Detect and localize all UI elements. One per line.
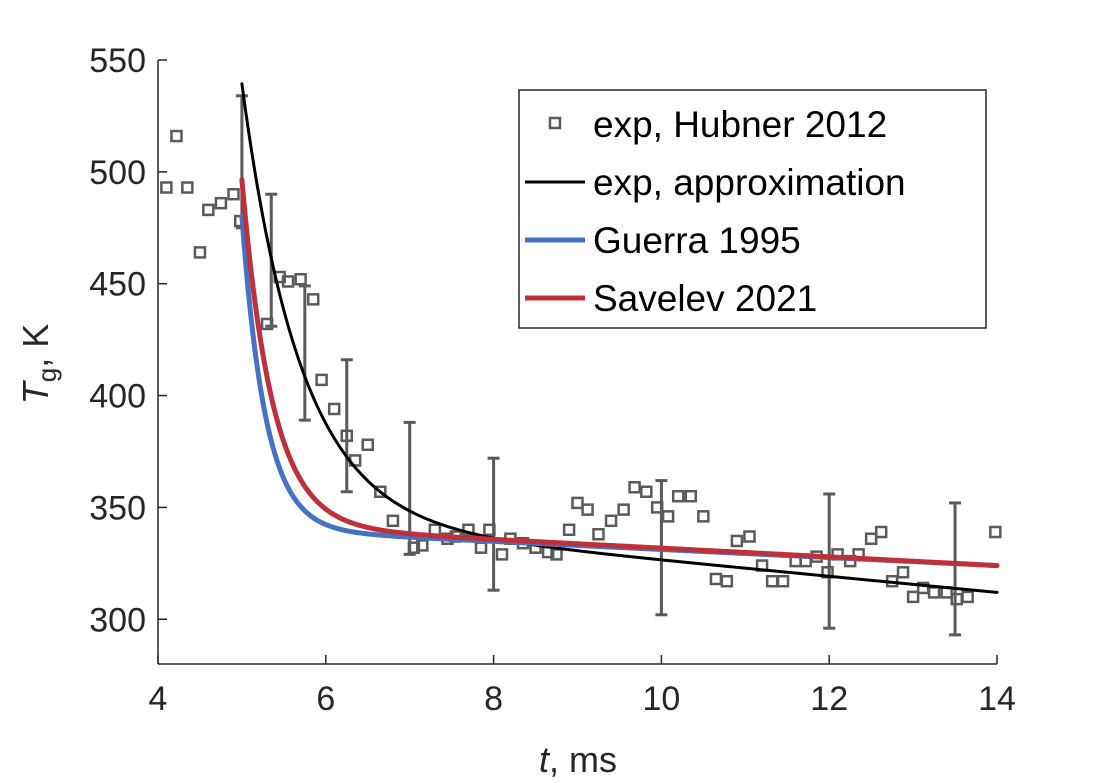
- data-point: [743, 530, 756, 543]
- x-axis-title: t, ms: [539, 739, 617, 780]
- data-point: [416, 539, 429, 552]
- data-point: [581, 503, 594, 516]
- legend-marker-square: [548, 116, 562, 130]
- data-point: [961, 590, 974, 604]
- data-point: [495, 548, 509, 561]
- error-bar: [823, 492, 836, 630]
- data-point: [640, 485, 653, 498]
- legend-item-savelev-2021: Savelev 2021: [525, 278, 817, 319]
- data-point: [864, 532, 878, 545]
- legend-item-guerra-1995: Guerra 1995: [525, 220, 801, 261]
- y-tick-label: 500: [89, 154, 146, 192]
- legend-box: [518, 89, 987, 329]
- tick-labels: 300 350 400 450 500 550 4 6 8 10 12 14: [89, 42, 1016, 718]
- data-point: [407, 541, 421, 554]
- y-axis-variable: T: [15, 379, 56, 404]
- x-tick-label: 14: [978, 680, 1016, 718]
- data-point: [474, 541, 488, 554]
- data-point: [896, 566, 910, 579]
- data-point: [765, 574, 779, 588]
- data-point: [604, 514, 618, 528]
- x-tick-label: 12: [810, 680, 848, 718]
- legend-item-exp-hubner-2012: exp, Hubner 2012: [548, 104, 887, 145]
- legend-label: exp, Hubner 2012: [593, 104, 887, 145]
- data-point: [294, 272, 307, 286]
- legend-label: Guerra 1995: [593, 220, 801, 261]
- y-tick-label: 450: [89, 266, 146, 304]
- data-point: [661, 510, 675, 523]
- data-point: [170, 129, 183, 143]
- data-point: [709, 572, 723, 586]
- data-point: [671, 489, 685, 503]
- data-point: [628, 481, 641, 494]
- data-point: [315, 373, 328, 387]
- data-point: [571, 496, 584, 510]
- y-axis-title: Tg, K: [15, 324, 62, 404]
- y-axis-unit: , K: [15, 324, 56, 368]
- error-bar: [949, 501, 962, 637]
- data-point: [483, 523, 496, 537]
- legend-label: exp, approximation: [593, 162, 906, 203]
- data-point: [617, 503, 630, 516]
- data-point: [730, 534, 744, 548]
- data-point: [306, 293, 320, 306]
- data-point: [193, 246, 207, 259]
- data-point: [227, 187, 240, 201]
- y-tick-label: 300: [89, 601, 146, 639]
- data-point: [720, 574, 734, 588]
- data-point: [202, 203, 215, 217]
- data-point: [386, 514, 400, 528]
- x-tick-label: 10: [642, 680, 680, 718]
- data-point: [650, 501, 664, 514]
- series-line-savelev-2021: [239, 177, 1000, 569]
- data-point: [592, 528, 605, 541]
- error-bar: [298, 284, 311, 422]
- data-point: [160, 181, 173, 194]
- data-point: [562, 523, 576, 537]
- y-tick-label: 400: [89, 378, 146, 416]
- data-point: [361, 438, 374, 452]
- data-point: [950, 592, 963, 606]
- legend-label: Savelev 2021: [593, 278, 817, 319]
- data-point: [927, 586, 941, 599]
- axes: [157, 59, 998, 665]
- data-point: [989, 525, 1002, 539]
- data-point: [327, 402, 341, 416]
- error-bar: [340, 358, 353, 494]
- legend-item-exp-approximation: exp, approximation: [525, 162, 906, 203]
- x-tick-label: 6: [316, 680, 335, 718]
- data-point: [906, 590, 920, 604]
- y-tick-label: 350: [89, 489, 146, 527]
- x-tick-label: 4: [149, 680, 168, 718]
- data-point: [181, 181, 194, 194]
- fit-curves: [239, 82, 1000, 594]
- y-axis-subscript: g: [32, 368, 62, 382]
- legend: exp, Hubner 2012 exp, approximation Guer…: [518, 89, 987, 329]
- data-point: [260, 317, 274, 331]
- data-point: [214, 196, 228, 210]
- data-point: [281, 275, 295, 288]
- data-point: [697, 510, 710, 523]
- data-point: [374, 485, 387, 498]
- data-point: [776, 574, 790, 588]
- y-tick-label: 550: [89, 42, 146, 80]
- x-tick-label: 8: [484, 680, 503, 718]
- x-axis-variable: t: [539, 739, 551, 780]
- data-point: [874, 525, 888, 539]
- data-point: [340, 429, 354, 443]
- data-point: [684, 489, 698, 503]
- x-axis-unit: , ms: [549, 739, 617, 780]
- series-line-exp-approximation: [240, 82, 999, 594]
